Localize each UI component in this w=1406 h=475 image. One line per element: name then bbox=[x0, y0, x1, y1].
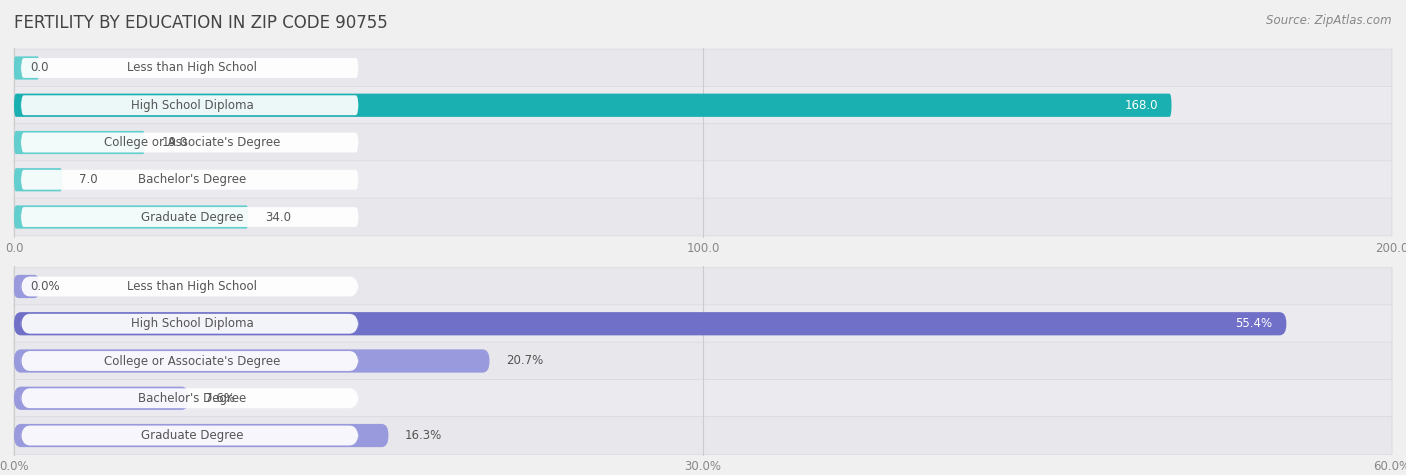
FancyBboxPatch shape bbox=[21, 389, 359, 408]
FancyBboxPatch shape bbox=[14, 94, 1171, 117]
Text: College or Associate's Degree: College or Associate's Degree bbox=[104, 354, 281, 368]
Text: College or Associate's Degree: College or Associate's Degree bbox=[104, 136, 281, 149]
Text: Less than High School: Less than High School bbox=[128, 280, 257, 293]
FancyBboxPatch shape bbox=[14, 124, 1392, 162]
FancyBboxPatch shape bbox=[14, 161, 1392, 199]
Text: High School Diploma: High School Diploma bbox=[131, 99, 254, 112]
Text: 19.0: 19.0 bbox=[162, 136, 187, 149]
FancyBboxPatch shape bbox=[14, 380, 1392, 417]
FancyBboxPatch shape bbox=[14, 198, 1392, 236]
FancyBboxPatch shape bbox=[14, 168, 62, 191]
Text: FERTILITY BY EDUCATION IN ZIP CODE 90755: FERTILITY BY EDUCATION IN ZIP CODE 90755 bbox=[14, 14, 388, 32]
FancyBboxPatch shape bbox=[14, 312, 1286, 335]
FancyBboxPatch shape bbox=[21, 170, 359, 190]
FancyBboxPatch shape bbox=[21, 207, 359, 227]
FancyBboxPatch shape bbox=[14, 305, 1392, 342]
Text: Source: ZipAtlas.com: Source: ZipAtlas.com bbox=[1267, 14, 1392, 27]
FancyBboxPatch shape bbox=[21, 133, 359, 152]
FancyBboxPatch shape bbox=[21, 314, 359, 333]
Text: High School Diploma: High School Diploma bbox=[131, 317, 254, 330]
Text: 0.0: 0.0 bbox=[31, 61, 49, 75]
FancyBboxPatch shape bbox=[21, 276, 359, 296]
Text: 7.0: 7.0 bbox=[79, 173, 97, 186]
FancyBboxPatch shape bbox=[14, 86, 1392, 124]
Text: Bachelor's Degree: Bachelor's Degree bbox=[138, 173, 246, 186]
Text: 7.6%: 7.6% bbox=[205, 392, 235, 405]
FancyBboxPatch shape bbox=[14, 275, 39, 298]
Text: 16.3%: 16.3% bbox=[405, 429, 441, 442]
Text: 34.0: 34.0 bbox=[264, 210, 291, 224]
Text: 168.0: 168.0 bbox=[1125, 99, 1157, 112]
FancyBboxPatch shape bbox=[21, 351, 359, 371]
FancyBboxPatch shape bbox=[14, 49, 1392, 87]
Text: 55.4%: 55.4% bbox=[1236, 317, 1272, 330]
Text: Graduate Degree: Graduate Degree bbox=[141, 429, 243, 442]
FancyBboxPatch shape bbox=[14, 342, 1392, 380]
FancyBboxPatch shape bbox=[14, 268, 1392, 305]
Text: Bachelor's Degree: Bachelor's Degree bbox=[138, 392, 246, 405]
FancyBboxPatch shape bbox=[14, 131, 145, 154]
FancyBboxPatch shape bbox=[14, 205, 249, 228]
FancyBboxPatch shape bbox=[21, 426, 359, 446]
Text: Less than High School: Less than High School bbox=[128, 61, 257, 75]
FancyBboxPatch shape bbox=[14, 57, 39, 80]
Text: 0.0%: 0.0% bbox=[31, 280, 60, 293]
FancyBboxPatch shape bbox=[21, 95, 359, 115]
Text: Graduate Degree: Graduate Degree bbox=[141, 210, 243, 224]
FancyBboxPatch shape bbox=[14, 424, 388, 447]
FancyBboxPatch shape bbox=[14, 350, 489, 372]
FancyBboxPatch shape bbox=[14, 387, 188, 410]
FancyBboxPatch shape bbox=[21, 58, 359, 78]
Text: 20.7%: 20.7% bbox=[506, 354, 543, 368]
FancyBboxPatch shape bbox=[14, 417, 1392, 454]
